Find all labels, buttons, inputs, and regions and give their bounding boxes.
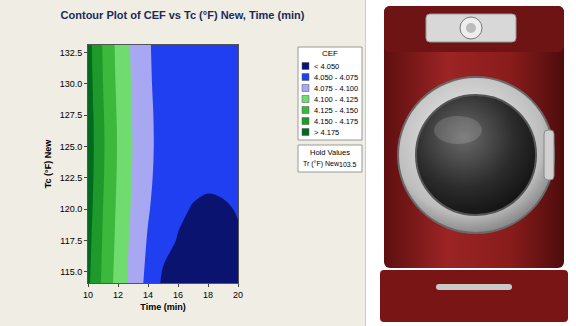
svg-text:12: 12 [113, 290, 123, 300]
svg-text:132.5: 132.5 [60, 48, 83, 58]
svg-text:117.5: 117.5 [60, 236, 82, 246]
svg-text:122.5: 122.5 [60, 173, 83, 183]
svg-text:Time (min): Time (min) [140, 302, 185, 312]
svg-text:20: 20 [233, 290, 243, 300]
svg-text:4.050 - 4.075: 4.050 - 4.075 [314, 73, 358, 82]
svg-text:> 4.175: > 4.175 [314, 128, 339, 137]
svg-text:Hold Values: Hold Values [310, 148, 350, 157]
svg-text:4.150 - 4.175: 4.150 - 4.175 [314, 117, 358, 126]
svg-text:120.0: 120.0 [60, 204, 83, 214]
svg-text:18: 18 [203, 290, 213, 300]
svg-text:127.5: 127.5 [60, 110, 83, 120]
svg-text:103.5: 103.5 [339, 161, 357, 168]
svg-text:125.0: 125.0 [60, 142, 83, 152]
svg-text:< 4.050: < 4.050 [314, 62, 339, 71]
svg-text:4.125 - 4.150: 4.125 - 4.150 [314, 106, 358, 115]
svg-text:130.0: 130.0 [60, 79, 83, 89]
svg-text:CEF: CEF [322, 49, 338, 58]
svg-text:Tr (°F) New: Tr (°F) New [303, 160, 340, 168]
svg-text:10: 10 [83, 290, 93, 300]
svg-text:Contour Plot of CEF vs Tc (°F): Contour Plot of CEF vs Tc (°F) New, Time… [61, 9, 305, 21]
svg-text:4.100 - 4.125: 4.100 - 4.125 [314, 95, 358, 104]
svg-text:14: 14 [143, 290, 153, 300]
svg-text:4.075 - 4.100: 4.075 - 4.100 [314, 84, 358, 93]
svg-text:115.0: 115.0 [60, 267, 82, 277]
svg-text:16: 16 [173, 290, 183, 300]
svg-text:Tc (°F) New: Tc (°F) New [43, 139, 53, 188]
